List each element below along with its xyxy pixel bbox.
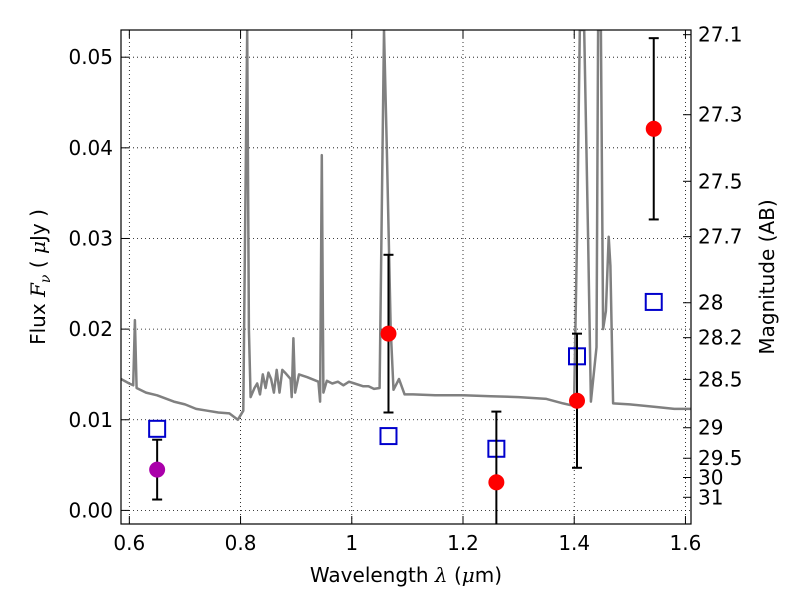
observed-photometry-series [149,120,662,491]
y-tick-label: 0.03 [68,226,113,250]
observed-limit-point [149,461,166,478]
y-tick-label: 0.04 [68,136,113,160]
grid [121,30,691,524]
x-tick-label: 0.6 [113,531,145,555]
x-axis-title: Wavelength λ (μm) [310,563,502,587]
observed-point [488,474,505,491]
model-point [644,292,663,311]
x-tick-label: 1.4 [558,531,590,555]
y-axis-title: Flux Fν ( μJy ) [26,209,54,345]
observed-point [645,120,662,137]
y-tick-label: 0.00 [68,498,113,522]
y-tick-label: 0.01 [68,408,113,432]
plot-area [121,30,691,524]
model-point [148,419,167,438]
observed-point [569,392,585,409]
x-tick-label: 1.6 [670,531,702,555]
model-point [379,427,398,446]
y2-tick-label: 27.3 [698,103,743,127]
y2-tick-label: 28.5 [698,367,743,391]
x-tick-label: 0.8 [225,531,257,555]
y2-tick-label: 29.5 [698,446,743,470]
axis-ticks: 0.6 0.8 1 1.2 1.4 1.6 0.00 0.01 0.02 0.03 0.04 0.05… [68,23,742,555]
plot-frame [120,29,692,525]
y2-tick-label: 30 [698,465,723,489]
y2-tick-label: 31 [698,485,723,509]
y2-axis-title: Magnitude (AB) [755,199,779,354]
y2-tick-label: 28.2 [698,326,743,350]
y-tick-label: 0.02 [68,317,113,341]
observed-point [380,325,397,342]
y2-tick-label: 27.5 [698,169,743,193]
y-tick-label: 0.05 [68,45,113,69]
y2-tick-label: 27.7 [698,225,743,249]
x-tick-label: 1 [345,531,358,555]
model-spectrum-line [121,30,691,422]
y2-tick-label: 27.1 [698,23,743,47]
y2-tick-label: 28 [698,291,723,315]
y2-tick-label: 29 [698,416,723,440]
x-tick-label: 1.2 [447,531,479,555]
